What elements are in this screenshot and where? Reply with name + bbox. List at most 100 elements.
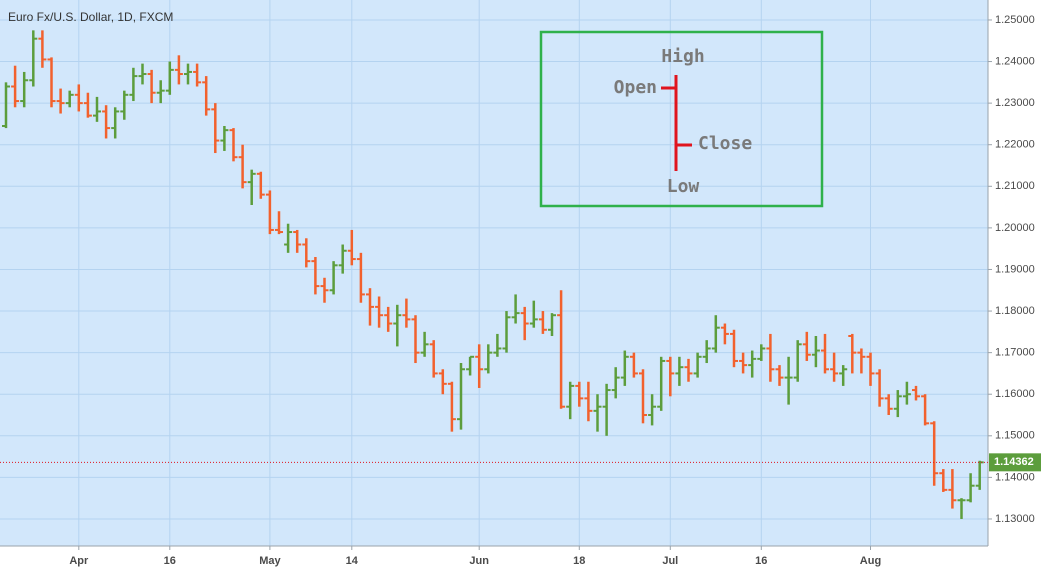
y-tick-label: 1.18000 [995,305,1035,317]
y-tick-label: 1.23000 [995,97,1035,109]
ohlc-bar [893,390,902,418]
x-tick-label: Jul [662,555,678,567]
ohlc-bar [784,356,793,405]
ohlc-bar [702,340,711,364]
ohlc-bar [302,238,311,268]
ohlc-bar [247,169,256,206]
ohlc-bar [839,365,848,386]
ohlc-bar [866,352,875,386]
legend-open: Open [614,77,657,98]
ohlc-bar [347,229,356,266]
ohlc-bar [138,63,147,85]
ohlc-bar [684,358,693,382]
legend: High Open Close Low [539,30,824,208]
ohlc-bar [111,107,120,139]
ohlc-bar [420,331,429,357]
ohlc-bar [256,171,265,199]
ohlc-bar [548,313,556,336]
ohlc-bar [2,82,10,129]
ohlc-bar [575,381,584,407]
ohlc-bar [393,304,402,347]
ohlc-bar [939,469,948,492]
ohlc-bar [65,90,74,108]
x-tick-label: Jun [469,555,489,567]
ohlc-bar [639,369,647,424]
ohlc-bar [102,105,111,139]
ohlc-bar [966,473,975,503]
ohlc-bar [902,381,911,405]
ohlc-bar [748,350,757,378]
ohlc-bar [457,363,465,430]
ohlc-bar [229,128,238,162]
ohlc-bar [675,356,684,386]
ohlc-bar [11,65,20,108]
ohlc-bar [275,211,283,235]
ohlc-bar [202,76,211,116]
ohlc-bar [38,30,47,68]
ohlc-bar [538,311,547,334]
ohlc-bar [611,367,620,399]
ohlc-bar [20,71,29,108]
ohlc-bar [593,394,602,432]
ohlc-bar [511,294,520,324]
ohlc-bar [720,323,729,345]
ohlc-bar [265,190,274,235]
x-tick-label: 14 [346,555,359,567]
ohlc-bar [602,383,611,436]
ohlc-bar [93,96,101,122]
ohlc-bar [821,333,829,374]
ohlc-bar [830,352,839,382]
ohlc-bar [766,333,775,382]
x-tick-label: Aug [860,555,881,567]
x-tick-label: Apr [69,555,89,567]
ohlc-bar [429,340,438,378]
ohlc-bar [802,331,811,361]
ohlc-bar [411,315,420,364]
ohlc-bar [584,381,593,422]
ohlc-bar [921,394,930,426]
ohlc-bar [711,315,720,353]
y-tick-label: 1.20000 [995,222,1035,234]
ohlc-bar [620,350,629,386]
chart-title: Euro Fx/U.S. Dollar, 1D, FXCM [8,10,173,24]
ohlc-bar [220,126,229,151]
ohlc-bar [566,381,575,420]
ohlc-bar [520,306,529,341]
ohlc-bar [502,311,511,353]
ohlc-bar [811,336,820,368]
plot-area [0,0,988,546]
y-tick-label: 1.25000 [995,14,1035,26]
ohlc-bar [629,352,638,378]
ohlc-bar [74,84,83,112]
ohlc-bar [284,223,293,253]
ohlc-bar [293,229,302,253]
y-tick-label: 1.15000 [995,430,1035,442]
ohlc-bar [648,394,657,426]
ohlc-bar [29,30,38,87]
ohlc-bar [557,290,566,409]
ohlc-bar [447,381,456,432]
ohlc-bar [184,63,192,85]
ohlc-bar [793,340,802,382]
ohlc-bar [120,90,129,120]
ohlc-bar [356,252,365,303]
ohlc-bar [957,498,966,519]
ohlc-bar [739,352,748,374]
x-tick-label: 16 [164,555,176,567]
ohlc-bar [875,369,884,407]
legend-box [539,30,824,208]
ohlc-bar [657,356,666,411]
ohlc-bar [666,356,675,397]
ohlc-bar [493,333,502,357]
ohlc-bar [147,69,156,104]
ohlc-bar [193,63,202,87]
ohlc-bar [857,348,866,374]
ohlc-bar [129,67,138,102]
ohlc-bar [329,261,338,295]
y-tick-label: 1.16000 [995,388,1035,400]
ohlc-bar [884,394,893,416]
ohlc-bar [848,333,857,374]
ohlc-bar [47,57,56,108]
y-tick-label: 1.21000 [995,180,1035,192]
ohlc-bar [484,344,493,374]
